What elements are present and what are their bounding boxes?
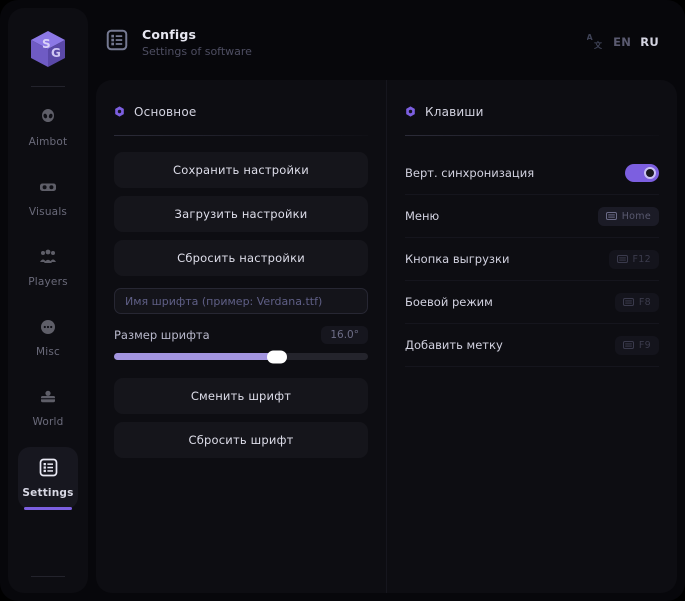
section-divider [114,135,368,136]
page-title: Configs [142,26,197,42]
toggle-knob [644,167,656,179]
key-label: Home [621,210,651,222]
sidebar-item-label: Visuals [28,206,68,218]
reset-font-button[interactable]: Сбросить шрифт [114,422,368,458]
menu-key-badge[interactable]: Home [597,206,659,226]
sidebar-item-label: World [32,416,64,428]
svg-text:S: S [42,37,51,51]
section-title: Основное [134,104,197,119]
content-area: Основное Сохранить настройки Загрузить н… [96,80,677,593]
sidebar-item-label: Settings [22,486,74,499]
sidebar-item-settings[interactable]: Settings [18,447,78,510]
language-switcher: A 文 EN RU [587,32,659,53]
row-combat-mode-key: Боевой режим F8 [405,281,659,324]
briefcase-icon [39,388,57,410]
row-add-marker-key: Добавить метку F9 [405,324,659,367]
combat-mode-key-badge[interactable]: F8 [614,292,659,312]
key-label: F8 [638,296,651,308]
sidebar-nav: Aimbot Visuals [8,97,88,517]
keyboard-icon [605,212,617,220]
gear-hex-icon [405,102,416,121]
add-marker-key-badge[interactable]: F9 [614,335,659,355]
list-panel-icon [39,458,58,481]
row-menu-key: Меню Home [405,195,659,238]
load-settings-button[interactable]: Загрузить настройки [114,196,368,232]
row-label: Меню [405,209,440,223]
section-header-keys: Клавиши [405,102,659,135]
panel-general: Основное Сохранить настройки Загрузить н… [96,80,387,593]
sidebar-item-players[interactable]: Players [18,237,78,299]
sidebar-item-world[interactable]: World [18,377,78,439]
sidebar-item-aimbot[interactable]: Aimbot [18,97,78,159]
page-subtitle: Settings of software [142,44,252,58]
font-size-slider[interactable] [114,350,368,363]
header: Configs Settings of software A 文 EN RU [96,8,677,76]
font-size-value: 16.0° [321,326,368,344]
sidebar-item-label: Misc [35,346,61,358]
row-unload-key: Кнопка выгрузки F12 [405,238,659,281]
cube-sg-logo-icon: S G [31,31,65,67]
translate-icon: A 文 [587,32,604,53]
section-header-general: Основное [114,102,368,135]
svg-text:G: G [51,46,61,60]
keyboard-icon [622,298,634,306]
sidebar-item-label: Players [28,276,68,288]
font-name-input[interactable] [114,288,368,314]
row-vsync: Верт. синхронизация [405,152,659,195]
unload-key-badge[interactable]: F12 [608,249,659,269]
lang-option-ru[interactable]: RU [640,35,659,49]
header-texts: Configs Settings of software [142,27,252,58]
lang-option-en[interactable]: EN [613,35,632,49]
app-logo[interactable]: S G [25,26,71,72]
sidebar-item-visuals[interactable]: Visuals [18,167,78,229]
reset-settings-button[interactable]: Сбросить настройки [114,240,368,276]
keyboard-icon [616,255,628,263]
font-size-row: Размер шрифта 16.0° [114,326,368,344]
section-title: Клавиши [425,104,484,119]
people-group-icon [39,248,57,270]
gear-hex-icon [114,102,125,121]
keyboard-icon [622,341,634,349]
dots-circle-icon [39,318,57,340]
svg-text:文: 文 [594,40,603,49]
goggles-icon [39,178,57,200]
sidebar: S G Aimbot [8,8,88,593]
slider-thumb[interactable] [266,350,287,363]
key-label: F9 [638,339,651,351]
change-font-button[interactable]: Сменить шрифт [114,378,368,414]
list-panel-icon [106,29,128,55]
slider-fill [114,353,277,360]
key-label: F12 [632,253,651,265]
sidebar-divider-bottom [31,576,65,577]
panel-keybinds: Клавиши Верт. синхронизация Меню Home [387,80,677,593]
sidebar-divider-top [31,86,65,87]
sidebar-item-misc[interactable]: Misc [18,307,78,369]
vsync-toggle[interactable] [625,164,659,182]
row-label: Боевой режим [405,295,493,309]
font-size-label: Размер шрифта [114,328,210,342]
row-label: Верт. синхронизация [405,166,535,180]
sidebar-item-label: Aimbot [28,136,68,148]
row-label: Добавить метку [405,338,503,352]
save-settings-button[interactable]: Сохранить настройки [114,152,368,188]
section-divider [405,135,659,136]
row-label: Кнопка выгрузки [405,252,510,266]
svg-text:A: A [587,33,594,42]
alien-head-icon [39,108,57,130]
